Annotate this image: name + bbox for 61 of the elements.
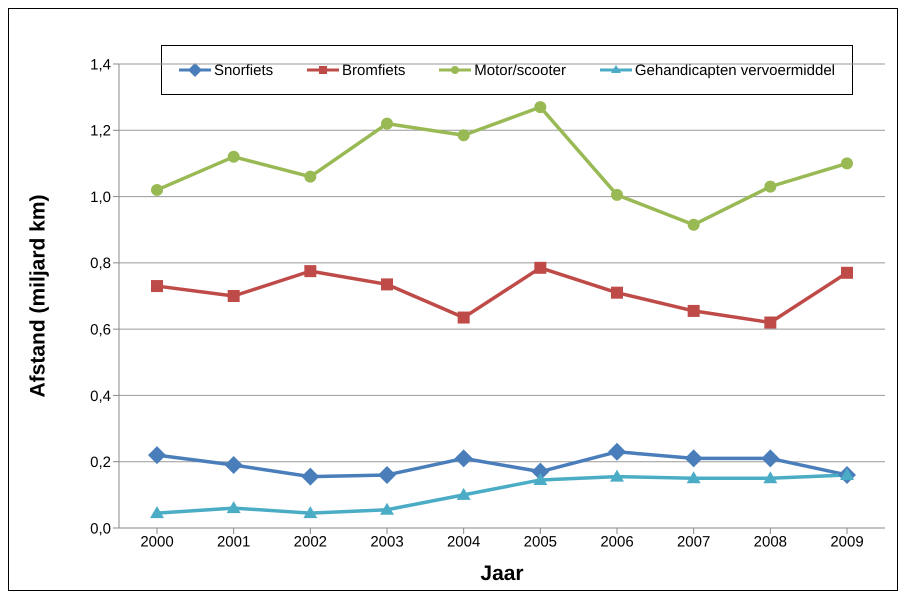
- point: [378, 466, 396, 484]
- x-tick-label: 2002: [294, 534, 328, 551]
- point: [381, 278, 393, 290]
- y-tick-label: 1,0: [90, 188, 111, 206]
- point: [228, 290, 240, 302]
- point: [764, 316, 776, 329]
- point: [841, 266, 853, 279]
- legend-label: Motor/scooter: [474, 62, 566, 78]
- point: [303, 506, 318, 518]
- legend-label: Gehandicapten vervoermiddel: [634, 62, 835, 78]
- point: [688, 304, 700, 317]
- point: [228, 150, 240, 163]
- point: [456, 488, 471, 500]
- point: [534, 262, 546, 274]
- point: [304, 265, 316, 278]
- x-tick-label: 2000: [140, 534, 174, 551]
- x-tick-label: 2001: [216, 534, 250, 551]
- y-tick-label: 0,4: [90, 388, 111, 405]
- point: [151, 280, 163, 292]
- x-tick-label: 2003: [370, 534, 404, 551]
- point: [764, 180, 776, 193]
- point: [151, 184, 163, 196]
- point: [381, 118, 393, 130]
- point: [761, 449, 780, 468]
- point: [841, 157, 853, 170]
- point: [610, 470, 624, 482]
- point: [688, 218, 700, 231]
- point: [380, 502, 394, 515]
- y-tick-label: 0,0: [90, 520, 111, 538]
- y-tick-label: 1,4: [90, 56, 111, 74]
- point: [148, 446, 166, 464]
- point: [224, 456, 243, 474]
- point: [763, 471, 778, 484]
- x-tick-label: 2004: [446, 534, 480, 551]
- point: [608, 442, 626, 461]
- y-tick-label: 0,8: [90, 255, 111, 272]
- x-axis-title: Jaar: [480, 562, 524, 585]
- point: [301, 468, 320, 486]
- y-axis-title: Afstand (miljard km): [26, 194, 50, 398]
- point: [454, 449, 473, 468]
- point: [226, 501, 241, 514]
- point: [611, 188, 623, 201]
- point: [611, 286, 623, 299]
- point: [304, 170, 316, 183]
- y-tick-label: 0,2: [90, 454, 111, 472]
- y-tick-label: 0,6: [90, 321, 111, 338]
- point: [534, 101, 546, 114]
- point: [684, 449, 703, 468]
- legend-label: Snorfiets: [214, 62, 274, 78]
- point: [150, 506, 164, 518]
- x-tick-label: 2006: [600, 534, 634, 551]
- point: [458, 129, 470, 142]
- y-tick-label: 1,2: [90, 122, 111, 140]
- x-tick-label: 2008: [754, 534, 788, 551]
- point: [533, 472, 548, 485]
- x-tick-label: 2009: [830, 534, 864, 551]
- legend-label: Bromfiets: [342, 62, 406, 78]
- x-tick-label: 2007: [676, 534, 710, 551]
- point: [686, 471, 701, 484]
- point: [458, 312, 470, 324]
- x-tick-label: 2005: [524, 534, 558, 551]
